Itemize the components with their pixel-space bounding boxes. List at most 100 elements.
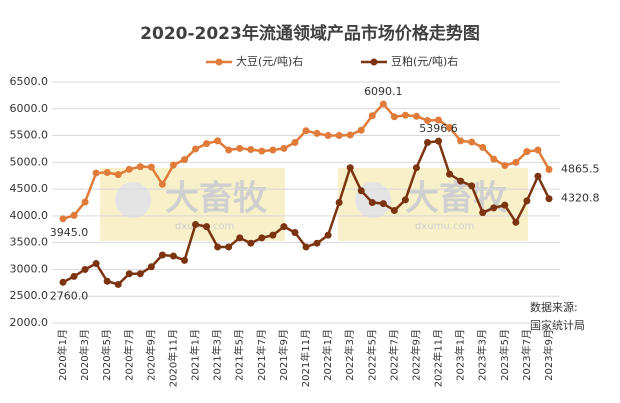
x-tick-label: 2022年11月 — [432, 329, 445, 387]
point — [490, 155, 498, 163]
point — [269, 146, 277, 154]
point — [214, 137, 222, 145]
point — [258, 234, 266, 242]
point — [357, 187, 365, 195]
x-tick-label: 2022年7月 — [387, 329, 400, 381]
x-tick-label: 2021年7月 — [255, 329, 268, 381]
point — [479, 143, 487, 151]
x-tick-label: 2022年1月 — [321, 329, 334, 381]
source: 数据来源: — [530, 300, 578, 314]
point — [136, 270, 144, 278]
point — [169, 252, 177, 260]
point — [446, 170, 454, 178]
point — [457, 137, 465, 145]
point — [169, 161, 177, 169]
point — [379, 200, 387, 208]
point — [59, 278, 67, 286]
point — [523, 148, 531, 156]
point — [59, 215, 67, 223]
point — [280, 223, 288, 231]
x-tick-label: 2020年11月 — [166, 329, 179, 387]
point — [324, 132, 332, 140]
point — [280, 144, 288, 152]
x-tick-label: 2023年9月 — [542, 329, 555, 381]
point — [147, 263, 155, 271]
point — [269, 231, 277, 239]
x-tick-label: 2020年3月 — [78, 329, 91, 381]
point — [368, 199, 376, 206]
point — [247, 239, 255, 247]
point — [203, 140, 211, 148]
point — [147, 163, 155, 171]
point — [92, 260, 100, 268]
point — [368, 112, 376, 120]
x-tick-label: 2023年3月 — [476, 329, 489, 381]
point — [501, 162, 509, 170]
y-tick-label: 3500.0 — [10, 236, 49, 249]
point — [114, 171, 122, 179]
x-tick-label: 2023年5月 — [498, 329, 511, 381]
point — [424, 117, 431, 125]
point — [192, 145, 200, 153]
point — [70, 211, 78, 219]
point — [390, 207, 398, 215]
point — [225, 243, 233, 251]
point — [158, 251, 166, 259]
point — [401, 196, 409, 204]
point — [81, 198, 89, 206]
point — [103, 277, 111, 285]
point — [114, 280, 122, 288]
source: 国家统计局 — [530, 318, 585, 332]
point — [181, 256, 188, 264]
point — [125, 165, 133, 173]
point — [435, 137, 443, 145]
data-label: 4865.5 — [561, 163, 600, 176]
point — [346, 131, 354, 139]
data-label: 4320.8 — [561, 192, 600, 205]
x-tick-label: 2022年5月 — [365, 329, 378, 381]
point — [258, 147, 266, 155]
point — [81, 265, 89, 273]
x-tick-label: 2020年5月 — [100, 329, 113, 381]
point — [357, 126, 365, 134]
point — [545, 166, 553, 174]
data-label: 5396.6 — [419, 122, 458, 135]
y-tick-label: 6000.0 — [10, 102, 49, 115]
point — [247, 145, 255, 153]
data-label: 3945.0 — [50, 226, 89, 239]
point — [446, 124, 454, 132]
point — [545, 195, 553, 203]
point — [412, 164, 420, 172]
point — [236, 144, 244, 152]
point — [70, 272, 78, 280]
point — [412, 112, 420, 120]
y-tick-label: 6500.0 — [10, 75, 49, 88]
point — [435, 116, 443, 124]
x-tick-label: 2021年9月 — [277, 329, 290, 381]
watermark-logo — [115, 182, 151, 218]
point — [479, 209, 487, 217]
point — [324, 231, 332, 239]
point — [136, 163, 144, 171]
point — [390, 113, 398, 121]
x-tick-label: 2022年9月 — [409, 329, 422, 381]
watermark: 大畜牧 — [405, 179, 508, 219]
point — [313, 129, 321, 137]
point — [302, 127, 310, 135]
x-tick-label: 2021年11月 — [299, 329, 312, 387]
point — [214, 243, 222, 251]
point — [346, 164, 354, 172]
legend-marker — [215, 58, 223, 66]
point — [501, 201, 509, 209]
point — [401, 111, 409, 119]
point — [225, 146, 233, 154]
x-tick-label: 2021年1月 — [189, 329, 202, 381]
legend-label: 豆粕(元/吨)右 — [391, 54, 458, 68]
point — [468, 138, 476, 146]
y-tick-label: 3000.0 — [10, 262, 49, 275]
point — [291, 139, 299, 147]
point — [379, 100, 387, 108]
x-tick-label: 2021年3月 — [211, 329, 224, 381]
point — [181, 156, 188, 164]
